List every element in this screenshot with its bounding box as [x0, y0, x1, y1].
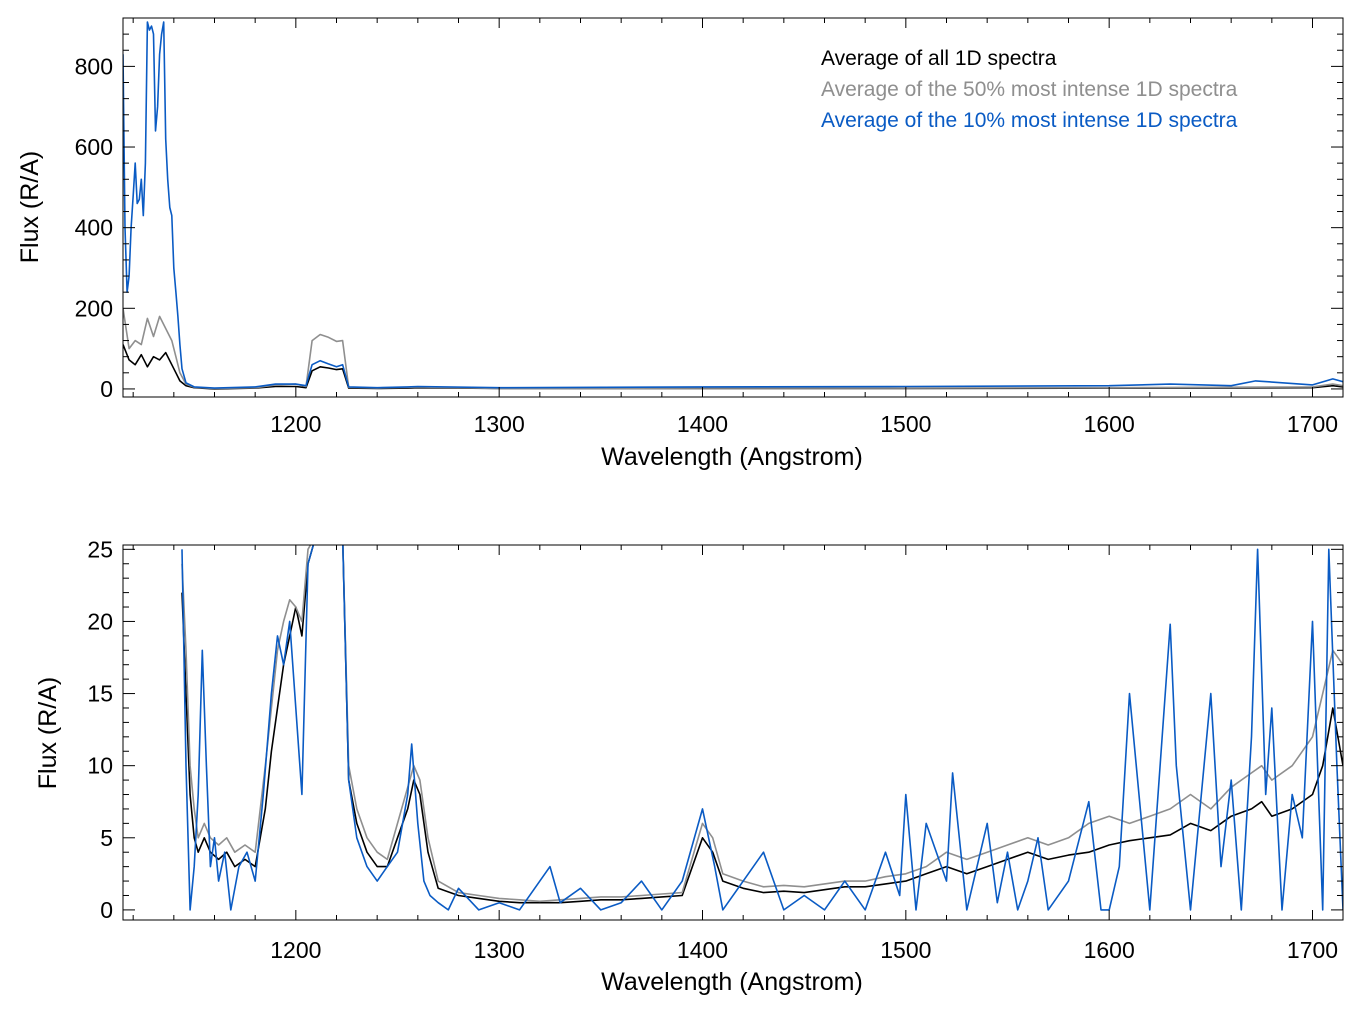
top-x-tick-label: 1500: [880, 411, 931, 437]
bottom-x-tick-label: 1200: [270, 937, 321, 963]
bottom-x-tick-label: 1600: [1084, 937, 1135, 963]
top-legend-entry-all: Average of all 1D spectra: [821, 47, 1057, 70]
bottom-y-tick-label: 5: [100, 825, 113, 851]
top-series-line-1: [123, 308, 1343, 390]
top-x-tick-label: 1700: [1287, 411, 1338, 437]
top-legend-entry-50pct: Average of the 50% most intense 1D spect…: [821, 78, 1238, 101]
top-x-axis-title: Wavelength (Angstrom): [601, 443, 863, 471]
bottom-panel: Wavelength (Angstrom) Flux (R/A) 1200 130…: [34, 536, 1344, 996]
top-x-tick-label: 1200: [270, 411, 321, 437]
top-plot-area: [123, 21, 1343, 390]
top-y-tick-label: 800: [75, 53, 113, 79]
top-x-tick-label: 1400: [677, 411, 728, 437]
bottom-y-tick-label: 0: [100, 897, 113, 923]
top-y-axis-title: Flux (R/A): [16, 151, 44, 264]
bottom-series-line-0: [181, 545, 1343, 904]
bottom-y-tick-label: 20: [87, 608, 113, 634]
top-panel: Wavelength (Angstrom) Flux (R/A) Average…: [16, 17, 1344, 471]
bottom-plot-frame: [122, 544, 1344, 921]
top-y-tick-label: 0: [100, 376, 113, 402]
bottom-x-axis-title: Wavelength (Angstrom): [601, 968, 863, 996]
bottom-series-line-1: [181, 545, 1343, 903]
top-legend-entry-10pct: Average of the 10% most intense 1D spect…: [821, 109, 1238, 132]
top-y-tick-label: 600: [75, 134, 113, 160]
bottom-x-tick-label: 1300: [474, 937, 525, 963]
bottom-x-tick-label: 1400: [677, 937, 728, 963]
bottom-x-tick-label: 1700: [1287, 937, 1338, 963]
top-x-tick-label: 1600: [1084, 411, 1135, 437]
top-y-tick-label: 400: [75, 215, 113, 241]
bottom-y-tick-label: 15: [87, 681, 113, 707]
bottom-x-tick-label: 1500: [880, 937, 931, 963]
bottom-y-tick-label: 10: [87, 753, 113, 779]
top-series-line-2: [123, 21, 1343, 389]
top-legend: Average of all 1D spectra Average of the…: [821, 47, 1238, 132]
bottom-plot-area: [181, 545, 1343, 911]
top-x-tick-label: 1300: [474, 411, 525, 437]
bottom-y-axis-title: Flux (R/A): [34, 677, 62, 790]
bottom-y-tick-label: 25: [87, 536, 113, 562]
bottom-series-line-2: [181, 545, 1343, 911]
top-y-tick-label: 200: [75, 295, 113, 321]
top-plot-frame: [122, 17, 1344, 398]
